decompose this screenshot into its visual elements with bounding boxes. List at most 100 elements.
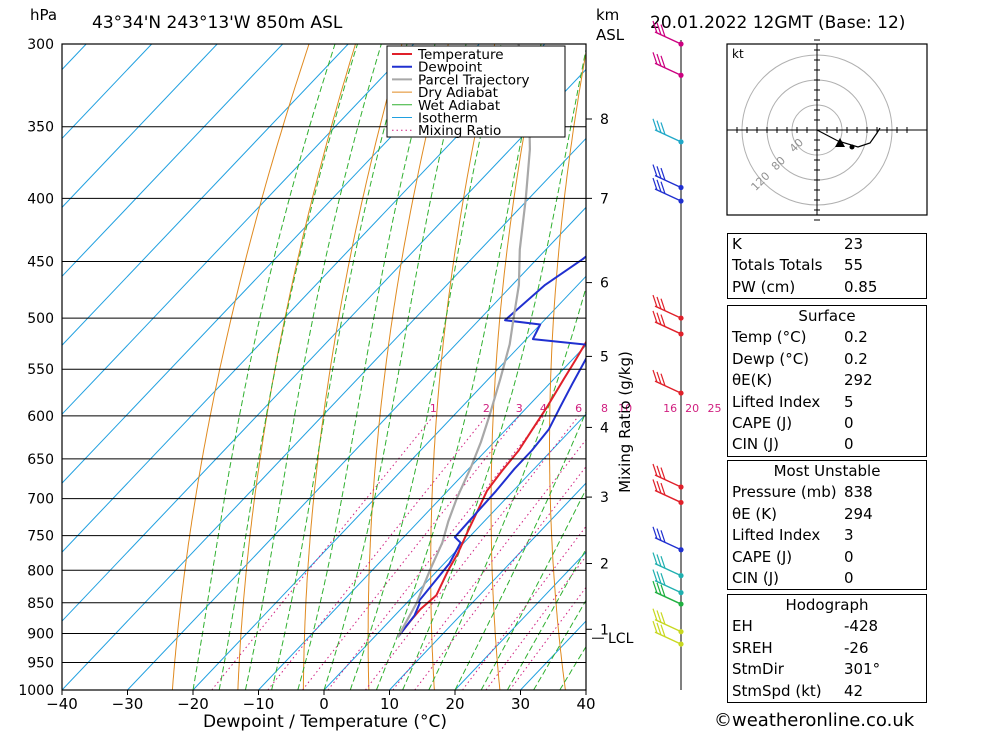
most-unstable-row: Pressure (mb) 838 [732, 483, 873, 502]
wind-barb [652, 552, 684, 579]
pressure-tick-label: 1000 [18, 683, 54, 699]
km-label: km [596, 6, 619, 24]
wet-adiabat-line [454, 410, 586, 690]
wind-barbs [652, 20, 684, 647]
wind-barb [652, 569, 684, 596]
isotherm-line [192, 275, 586, 690]
isotherm-line [62, 44, 349, 346]
surface-title: Surface [798, 307, 856, 325]
wet-adiabat-line [480, 488, 586, 690]
wet-adiabat-line [323, 44, 467, 690]
copyright-footer[interactable]: ©weatheronline.co.uk [714, 710, 915, 731]
wet-adiabat-line [218, 44, 359, 690]
wet-adiabat-line [244, 44, 382, 690]
wind-barb [652, 580, 684, 607]
index-row-k: K 23 [732, 235, 864, 253]
isotherm-line [454, 551, 586, 690]
hodograph-table-title: Hodograph [785, 596, 869, 614]
dry-adiabat-line [171, 44, 310, 690]
mixing-ratio-label: 16 [663, 402, 677, 415]
location-title: 43°34'N 243°13'W 850m ASL [92, 13, 343, 33]
dry-adiabat-line [302, 44, 403, 690]
surface-row: θE(K) 292 [732, 371, 873, 390]
chart-grid [62, 35, 1000, 690]
mixing-ratio-line [365, 415, 579, 690]
wet-adiabat-line [533, 599, 586, 690]
wind-barb [652, 52, 684, 78]
x-tick-label: −20 [177, 695, 209, 713]
legend-entry: Wet Adiabat [418, 98, 500, 114]
wind-barb [652, 177, 684, 204]
mixing-ratio-line [509, 586, 586, 690]
km-tick-label: 4 [600, 420, 609, 436]
wind-barb [652, 620, 684, 647]
mixing-ratio-label: 8 [601, 402, 608, 415]
dry-adiabat-line [959, 35, 1000, 690]
dry-adiabat-line [549, 50, 586, 690]
mixing-ratio-label: 2 [483, 402, 490, 415]
wind-barb [652, 164, 684, 191]
x-tick-label: 20 [445, 695, 464, 713]
wet-adiabat-line [402, 47, 586, 690]
mixing-ratio-label: 25 [708, 402, 722, 415]
km-tick-label: 7 [600, 191, 609, 207]
mixing-ratio-label: 3 [516, 402, 523, 415]
pressure-tick-label: 900 [27, 626, 54, 642]
mixing-ratio-label: 6 [575, 402, 582, 415]
isotherm-line [62, 44, 480, 484]
chart-series [396, 44, 586, 638]
wind-level-dot [678, 641, 684, 647]
km-tick-label: 8 [600, 112, 609, 128]
mixing-ratio-axis-label: Mixing Ratio (g/kg) [616, 351, 634, 493]
wet-adiabat-line [297, 44, 436, 690]
surface-table: Surface Temp (°C) 0.2 Dewp (°C) 0.2 θE(K) 2… [727, 305, 927, 457]
most-unstable-row: CIN (J) 0 [732, 568, 854, 587]
wind-barb [652, 608, 684, 635]
mixing-ratio-label: 10 [618, 402, 632, 415]
most-unstable-row: Lifted Index 3 [732, 526, 854, 545]
pressure-tick-label: 600 [27, 409, 54, 425]
legend-entry: Parcel Trajectory [418, 72, 530, 88]
x-tick-label: −30 [112, 695, 144, 713]
legend-entry: Mixing Ratio [418, 123, 501, 139]
mixing-ratio-label: 1 [430, 402, 437, 415]
x-tick-label: 40 [576, 695, 595, 713]
hodograph-table: Hodograph EH -428 SREH -26 StmDir 301° StmS… [727, 594, 927, 703]
hodograph-row: EH -428 [732, 617, 879, 636]
series-dewpoint [397, 255, 586, 638]
surface-row: Lifted Index 5 [732, 392, 854, 411]
wet-adiabat-line [428, 285, 586, 690]
series-temperature [397, 329, 586, 638]
isotherm-line [62, 44, 284, 278]
datetime-title: 20.01.2022 12GMT (Base: 12) [650, 13, 905, 33]
pressure-tick-label: 300 [27, 37, 54, 53]
mean-wind-marker [849, 144, 855, 150]
km-tick-label: 2 [600, 557, 609, 573]
legend-entry: Dewpoint [418, 60, 482, 76]
lcl-label: LCL [608, 631, 634, 647]
surface-row: CAPE (J) 0 [732, 413, 854, 432]
dry-adiabat-line [237, 44, 357, 690]
pressure-tick-label: 500 [27, 311, 54, 327]
mixing-ratio-line [302, 415, 520, 690]
storm-motion-marker [835, 138, 845, 147]
x-tick-label: −40 [46, 695, 78, 713]
wet-adiabat-line [375, 44, 542, 690]
wind-barb [652, 463, 684, 490]
wind-level-dot [678, 573, 684, 579]
km-tick-label: 5 [600, 349, 609, 365]
most-unstable-table: Most Unstable Pressure (mb) 838 θE (K) 294… [727, 460, 927, 591]
mixing-ratio-label: 4 [540, 402, 547, 415]
series-parcel-trajectory [396, 44, 531, 638]
pressure-tick-label: 650 [27, 452, 54, 468]
km-tick-label: 6 [600, 276, 609, 292]
chart-axes: 3003504004505005506006507007508008509009… [18, 37, 633, 713]
isotherm-line [323, 413, 586, 690]
pressure-tick-label: 450 [27, 255, 54, 271]
wet-adiabat-line [192, 44, 336, 690]
wet-adiabat-line [349, 44, 502, 690]
km-tick-label: 1 [600, 622, 609, 638]
hodograph-row: SREH -26 [732, 638, 869, 657]
wind-barb [652, 294, 684, 321]
